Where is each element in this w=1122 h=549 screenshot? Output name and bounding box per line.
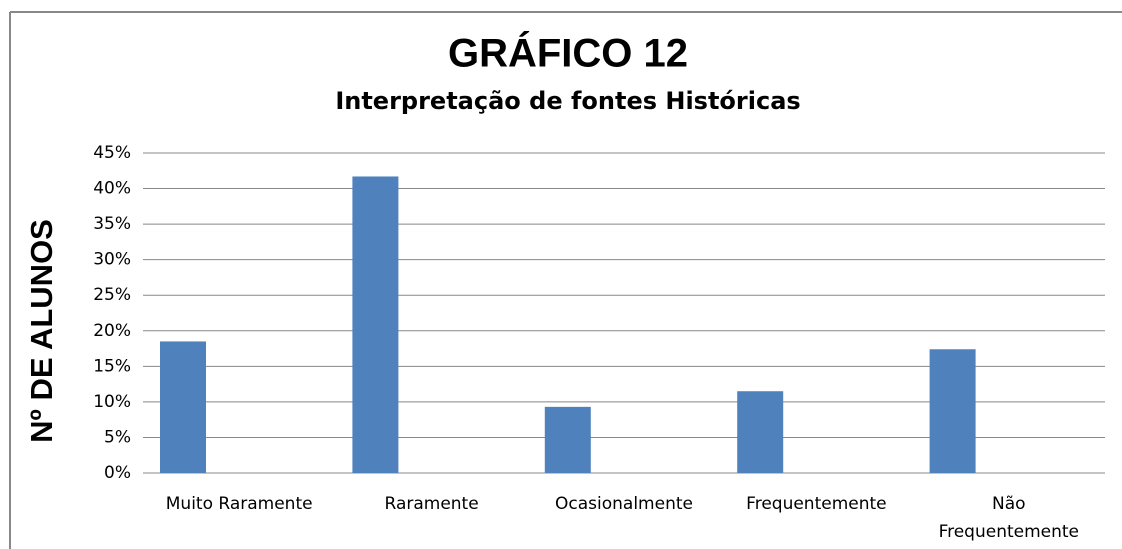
y-tick-label: 40% bbox=[93, 179, 131, 199]
y-tick-label: 25% bbox=[93, 285, 131, 305]
x-tick-label: Raramente bbox=[384, 494, 479, 514]
x-tick-label: Não Frequentemente bbox=[938, 494, 1080, 542]
x-tick-label: Ocasionalmente bbox=[555, 494, 693, 514]
y-tick-label: 35% bbox=[93, 214, 131, 234]
y-axis-label: Nº DE ALUNOS bbox=[24, 219, 59, 443]
bar bbox=[929, 349, 976, 473]
y-tick-label: 20% bbox=[93, 321, 131, 341]
bar bbox=[160, 341, 206, 473]
chart-title: GRÁFICO 12 bbox=[448, 31, 688, 76]
bar bbox=[737, 391, 784, 473]
x-tick-label: Frequentemente bbox=[746, 494, 887, 514]
chart-subtitle: Interpretação de fontes Históricas bbox=[335, 87, 800, 115]
bar bbox=[352, 176, 399, 473]
y-tick-label: 30% bbox=[93, 250, 131, 270]
x-tick-label: Muito Raramente bbox=[165, 494, 313, 514]
y-tick-label: 10% bbox=[93, 392, 131, 412]
y-tick-label: 0% bbox=[104, 463, 131, 483]
bar bbox=[544, 406, 591, 473]
y-tick-label: 45% bbox=[93, 143, 131, 163]
y-tick-label: 15% bbox=[93, 356, 131, 376]
y-tick-label: 5% bbox=[104, 427, 131, 447]
